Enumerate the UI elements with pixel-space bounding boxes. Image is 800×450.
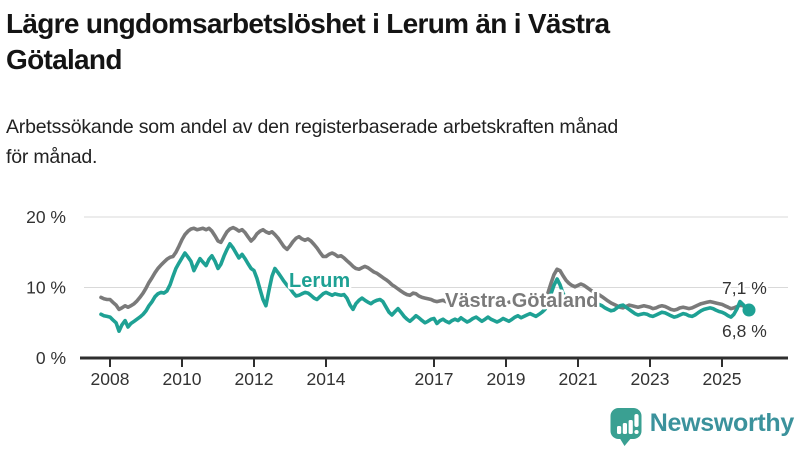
newsworthy-wordmark: Newsworthy xyxy=(649,409,795,437)
vastra-gotaland-line xyxy=(99,225,751,312)
x-tick-label-2014: 2014 xyxy=(307,369,346,389)
x-tick-label-2023: 2023 xyxy=(631,369,670,389)
x-tick-label-2017: 2017 xyxy=(415,369,454,389)
x-tick-label-2010: 2010 xyxy=(163,369,202,389)
chart-subtitle-line-2: för månad. xyxy=(6,146,98,168)
lerum-end-value-label: 6,8 % xyxy=(722,321,767,341)
vastra-gotaland-end-value-label: 7,1 % xyxy=(722,278,767,298)
vastra-gotaland-series-label: Västra Götaland xyxy=(445,290,598,312)
unemployment-line-chart: 2008 2010 2012 2014 2017 2019 2021 2023 2025 0 % 1… xyxy=(26,207,788,389)
chart-subtitle-line-1: Arbetssökande som andel av den registerb… xyxy=(6,116,619,138)
y-tick-label-20: 20 % xyxy=(26,207,66,227)
y-tick-label-10: 10 % xyxy=(26,278,66,298)
lerum-line xyxy=(99,242,751,333)
lerum-end-dot xyxy=(742,303,756,317)
x-tick-label-2025: 2025 xyxy=(703,369,742,389)
x-tick-label-2008: 2008 xyxy=(91,369,130,389)
x-tick-label-2012: 2012 xyxy=(235,369,274,389)
x-tick-label-2019: 2019 xyxy=(487,369,526,389)
chart-subtitle: Arbetssökande som andel av den registerb… xyxy=(6,112,794,172)
y-tick-label-0: 0 % xyxy=(36,348,66,368)
lerum-series-label: Lerum xyxy=(289,270,350,292)
page-title: Lägre ungdomsarbetslöshet i Lerum än i V… xyxy=(6,6,794,78)
x-tick-label-2021: 2021 xyxy=(559,369,598,389)
newsworthy-logo: Newsworthy xyxy=(609,407,794,446)
page-title-line-2: Götaland xyxy=(6,44,122,75)
page-title-line-1: Lägre ungdomsarbetslöshet i Lerum än i V… xyxy=(6,8,610,39)
newsworthy-bars-bubble-icon xyxy=(610,408,642,446)
